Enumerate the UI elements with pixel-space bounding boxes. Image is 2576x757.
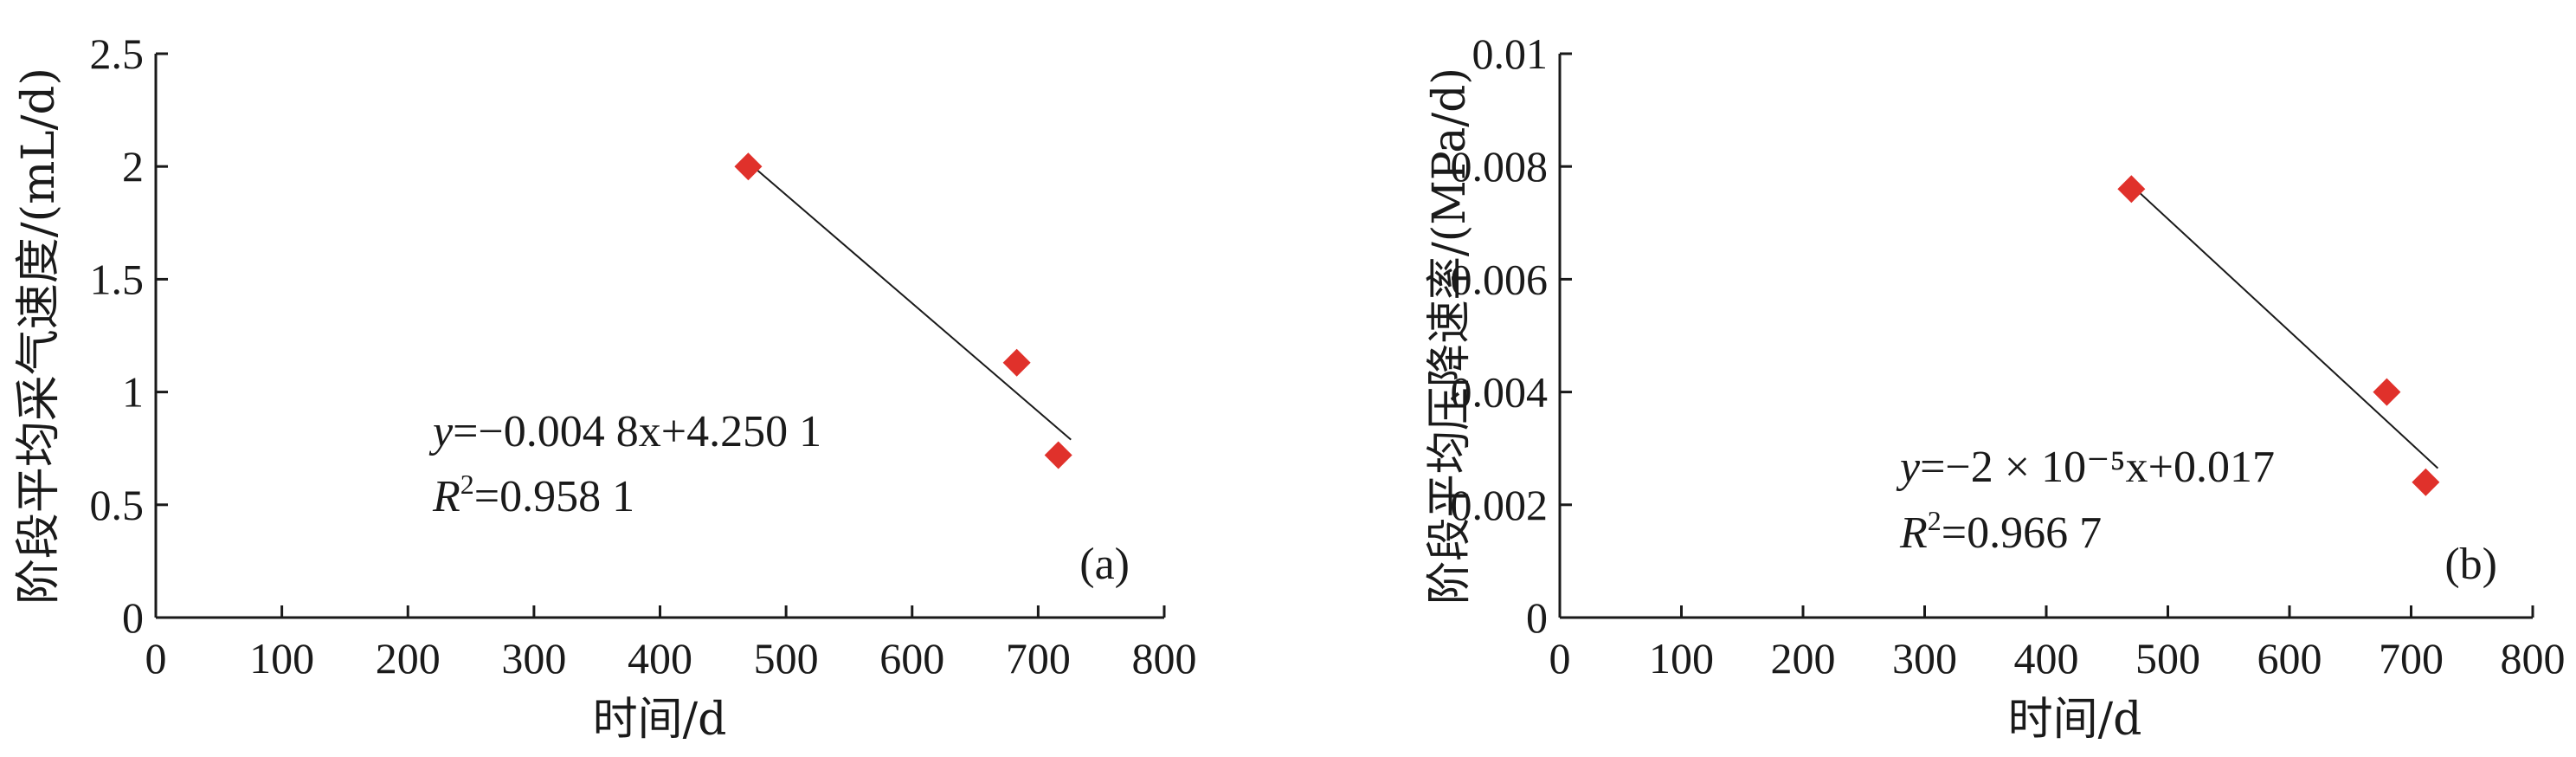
y-tick-label: 0 bbox=[122, 593, 144, 642]
x-tick-label: 700 bbox=[2379, 634, 2444, 683]
trendline bbox=[747, 161, 1072, 441]
x-tick-label: 500 bbox=[754, 634, 819, 683]
panel-label: (a) bbox=[1079, 540, 1130, 589]
fit-equation: y=−0.004 8x+4.250 1 bbox=[428, 407, 821, 456]
x-tick-label: 600 bbox=[879, 634, 944, 683]
data-point bbox=[1044, 441, 1072, 469]
panel-label: (b) bbox=[2444, 540, 2497, 589]
trendline bbox=[2130, 184, 2439, 469]
fit-equation: y=−2 × 10⁻⁵x+0.017 bbox=[1896, 443, 2275, 492]
x-tick-label: 0 bbox=[145, 634, 167, 683]
y-tick-label: 1.5 bbox=[90, 255, 145, 303]
y-tick-label: 2 bbox=[122, 142, 144, 191]
y-tick-label: 2.5 bbox=[90, 29, 145, 78]
x-tick-label: 700 bbox=[1006, 634, 1071, 683]
x-tick-label: 200 bbox=[376, 634, 441, 683]
chart-panel-b: 0 100 200 300 400 500 600 700 800 0 0.002 0.004 0.00… bbox=[1424, 29, 2566, 746]
x-tick-label: 300 bbox=[501, 634, 566, 683]
fit-r-squared: R2=0.966 7 bbox=[1899, 505, 2102, 558]
fit-r-squared: R2=0.958 1 bbox=[432, 469, 634, 521]
x-tick-label: 100 bbox=[1649, 634, 1714, 683]
x-axis-label: 时间/d bbox=[2008, 694, 2142, 746]
y-tick-label: 0 bbox=[1526, 593, 1548, 642]
y-tick-label: 0.006 bbox=[1451, 255, 1549, 303]
y-tick-label: 0.004 bbox=[1451, 368, 1549, 417]
x-tick-label: 300 bbox=[1892, 634, 1957, 683]
y-tick-label: 0.008 bbox=[1451, 142, 1549, 191]
chart-panel-a: 0 100 200 300 400 500 600 700 800 0 0.5 1 1.5 2 2.5 时间/… bbox=[13, 29, 1197, 746]
y-tick-label: 0.002 bbox=[1451, 481, 1549, 529]
y-axis-label: 阶段平均采气速度/(mL/d) bbox=[13, 68, 65, 605]
x-tick-label: 800 bbox=[2501, 634, 2566, 683]
data-point bbox=[2373, 378, 2401, 406]
x-tick-label: 0 bbox=[1549, 634, 1571, 683]
data-point bbox=[2117, 175, 2146, 204]
x-tick-label: 400 bbox=[628, 634, 692, 683]
y-tick-label: 0.5 bbox=[90, 481, 145, 529]
data-point bbox=[1002, 348, 1031, 377]
data-point bbox=[2412, 468, 2440, 496]
x-tick-label: 100 bbox=[249, 634, 314, 683]
x-tick-label: 500 bbox=[2135, 634, 2200, 683]
x-tick-label: 800 bbox=[1132, 634, 1197, 683]
data-point bbox=[734, 152, 763, 181]
y-axis-label: 阶段平均压降速率/(MPa/d) bbox=[1424, 68, 1476, 605]
x-tick-label: 600 bbox=[2257, 634, 2322, 683]
x-tick-label: 400 bbox=[2014, 634, 2079, 683]
y-tick-label: 0.01 bbox=[1472, 29, 1549, 78]
x-axis-label: 时间/d bbox=[593, 694, 727, 746]
y-tick-label: 1 bbox=[122, 368, 144, 417]
x-tick-label: 200 bbox=[1771, 634, 1836, 683]
